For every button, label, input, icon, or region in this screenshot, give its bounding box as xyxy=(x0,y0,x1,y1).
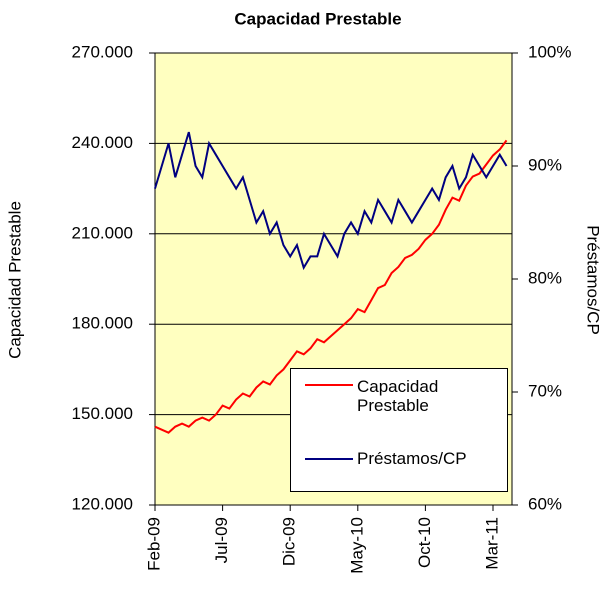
y-tick-label: 210.000 xyxy=(72,223,133,242)
legend-label: Capacidad Prestable xyxy=(357,377,439,415)
y2-tick-label: 70% xyxy=(528,381,562,400)
plot-border xyxy=(154,52,513,506)
series-line xyxy=(154,139,508,434)
legend-item: Préstamos/CP xyxy=(303,449,477,469)
legend: Capacidad Prestable Préstamos/CP xyxy=(290,368,508,492)
legend-label: Préstamos/CP xyxy=(357,449,467,468)
x-tick-label: May-10 xyxy=(347,517,366,574)
y-tick-label: 120.000 xyxy=(72,494,133,513)
x-tick-label: Dic-09 xyxy=(280,517,299,566)
y-tick-label: 270.000 xyxy=(72,42,133,61)
y2-tick-label: 90% xyxy=(528,155,562,174)
y2-tick-label: 80% xyxy=(528,268,562,287)
x-tick-label: Mar-11 xyxy=(482,517,501,570)
y-axis-label: Capacidad Prestable xyxy=(5,201,24,359)
x-tick-label: Oct-10 xyxy=(415,517,434,568)
chart-title: Capacidad Prestable xyxy=(234,9,401,28)
legend-swatch xyxy=(305,384,353,386)
x-tick-label: Feb-09 xyxy=(144,517,163,571)
series-line xyxy=(154,131,508,271)
y2-tick-label: 100% xyxy=(528,42,571,61)
y2-tick-label: 60% xyxy=(528,494,562,513)
y-tick-label: 150.000 xyxy=(72,404,133,423)
x-tick-label: Jul-09 xyxy=(212,517,231,563)
y-tick-label: 240.000 xyxy=(72,133,133,152)
legend-item: Capacidad Prestable xyxy=(303,377,477,415)
legend-swatch xyxy=(305,458,353,460)
y-tick-label: 180.000 xyxy=(72,314,133,333)
y2-axis-label: Préstamos/CP xyxy=(584,225,603,335)
